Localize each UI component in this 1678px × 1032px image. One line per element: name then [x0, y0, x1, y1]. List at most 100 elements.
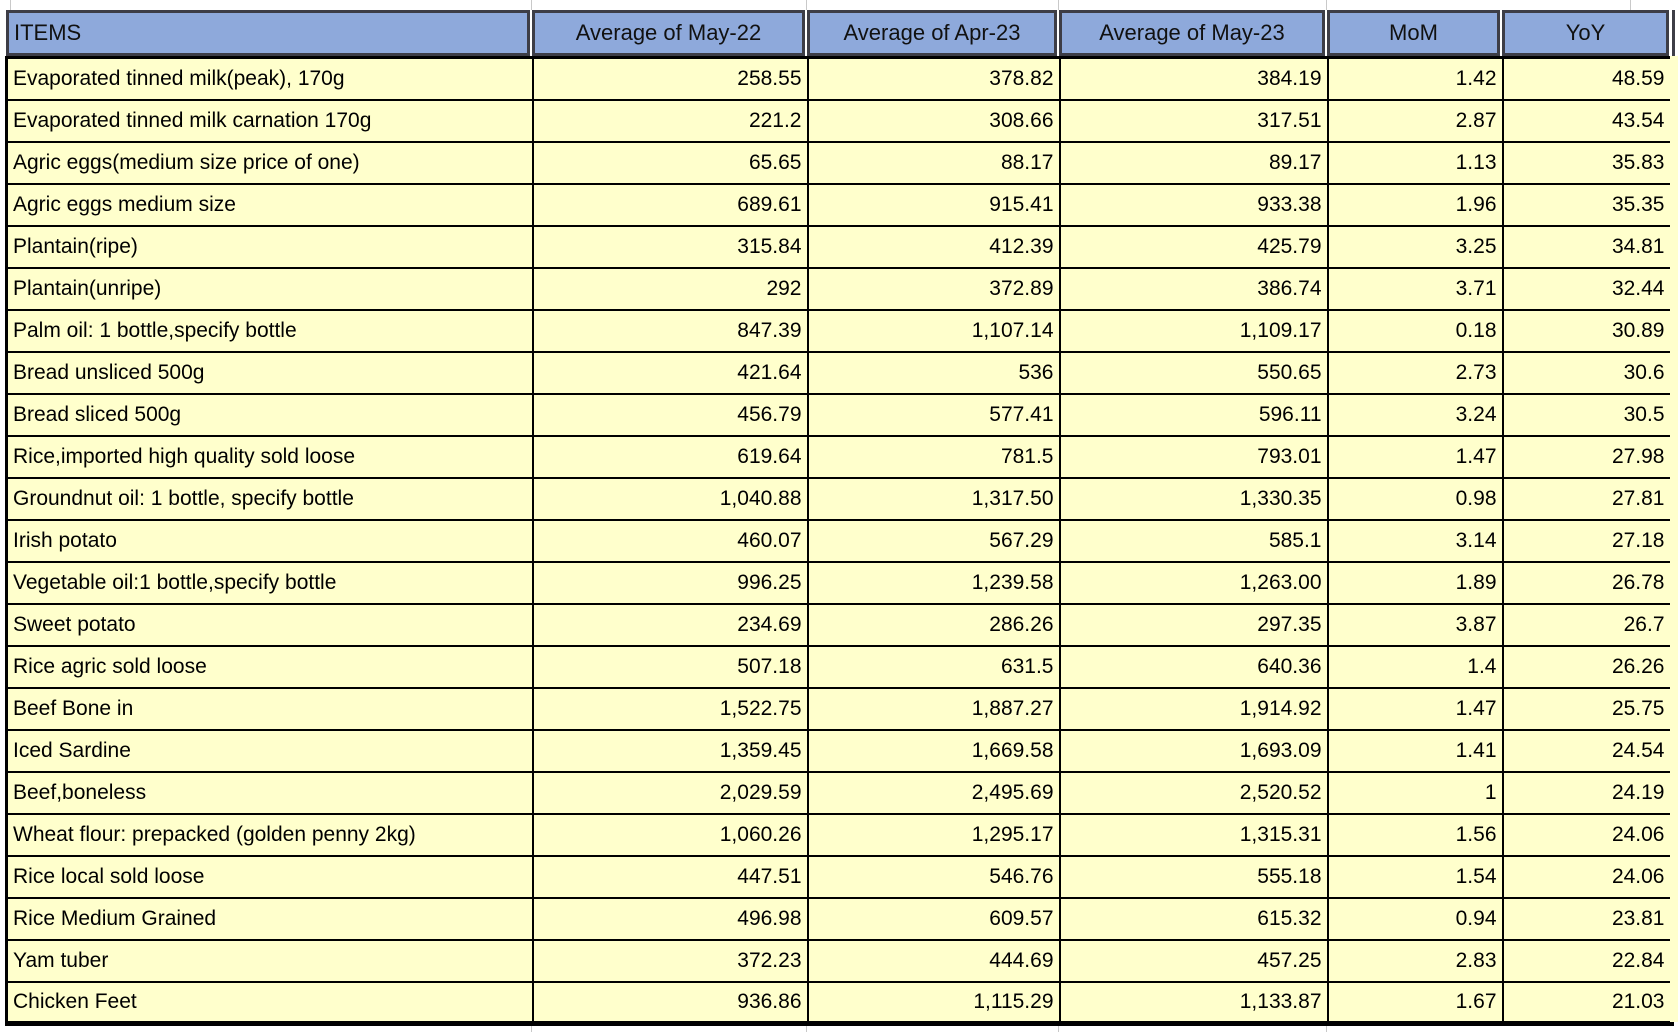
value-cell[interactable]: 915.41	[806, 182, 1061, 227]
value-cell[interactable]: 1.56	[1326, 812, 1504, 857]
value-cell[interactable]: 3.25	[1326, 224, 1504, 269]
value-cell[interactable]: 297.35	[1058, 602, 1329, 647]
value-cell[interactable]: 619.64	[531, 434, 809, 479]
item-cell[interactable]: Vegetable oil:1 bottle,specify bottle	[5, 560, 534, 605]
value-cell[interactable]: 689.61	[531, 182, 809, 227]
item-cell[interactable]: Yam tuber	[5, 938, 534, 983]
value-cell[interactable]: 2,029.59	[531, 770, 809, 815]
value-cell[interactable]: 933.38	[1058, 182, 1329, 227]
value-cell[interactable]: 421.64	[531, 350, 809, 395]
value-cell[interactable]: 1,522.75	[531, 686, 809, 731]
value-cell[interactable]: 89.17	[1058, 140, 1329, 185]
value-cell[interactable]: 1	[1326, 770, 1504, 815]
value-cell[interactable]: 1.47	[1326, 434, 1504, 479]
item-cell[interactable]: Groundnut oil: 1 bottle, specify bottle	[5, 476, 534, 521]
value-cell[interactable]: 1,914.92	[1058, 686, 1329, 731]
item-cell[interactable]: Beef Bone in	[5, 686, 534, 731]
item-cell[interactable]: Rice agric sold loose	[5, 644, 534, 689]
value-cell[interactable]: 1.13	[1326, 140, 1504, 185]
value-cell[interactable]: 0.94	[1326, 896, 1504, 941]
value-cell[interactable]: 25.75	[1501, 686, 1674, 731]
value-cell[interactable]: 26.78	[1501, 560, 1674, 605]
value-cell[interactable]: 2.83	[1326, 938, 1504, 983]
value-cell[interactable]: 1,887.27	[806, 686, 1061, 731]
value-cell[interactable]: 292	[531, 266, 809, 311]
item-cell[interactable]: Rice,imported high quality sold loose	[5, 434, 534, 479]
value-cell[interactable]: 1,330.35	[1058, 476, 1329, 521]
item-cell[interactable]: Iced Sardine	[5, 728, 534, 773]
value-cell[interactable]: 2,495.69	[806, 770, 1061, 815]
value-cell[interactable]: 21.03	[1501, 980, 1674, 1026]
value-cell[interactable]: 425.79	[1058, 224, 1329, 269]
column-header-items[interactable]: ITEMS	[6, 10, 530, 56]
value-cell[interactable]: 317.51	[1058, 98, 1329, 143]
value-cell[interactable]: 1.54	[1326, 854, 1504, 899]
value-cell[interactable]: 24.19	[1501, 770, 1674, 815]
value-cell[interactable]: 444.69	[806, 938, 1061, 983]
item-cell[interactable]: Irish potato	[5, 518, 534, 563]
item-cell[interactable]: Bread unsliced 500g	[5, 350, 534, 395]
value-cell[interactable]: 384.19	[1058, 56, 1329, 101]
value-cell[interactable]: 3.14	[1326, 518, 1504, 563]
value-cell[interactable]: 234.69	[531, 602, 809, 647]
value-cell[interactable]: 23.81	[1501, 896, 1674, 941]
item-cell[interactable]: Evaporated tinned milk carnation 170g	[5, 98, 534, 143]
value-cell[interactable]: 456.79	[531, 392, 809, 437]
value-cell[interactable]: 585.1	[1058, 518, 1329, 563]
value-cell[interactable]: 378.82	[806, 56, 1061, 101]
item-cell[interactable]: Wheat flour: prepacked (golden penny 2kg…	[5, 812, 534, 857]
value-cell[interactable]: 27.18	[1501, 518, 1674, 563]
value-cell[interactable]: 1,133.87	[1058, 980, 1329, 1026]
value-cell[interactable]: 847.39	[531, 308, 809, 353]
value-cell[interactable]: 781.5	[806, 434, 1061, 479]
value-cell[interactable]: 315.84	[531, 224, 809, 269]
item-cell[interactable]: Beef,boneless	[5, 770, 534, 815]
value-cell[interactable]: 1,693.09	[1058, 728, 1329, 773]
value-cell[interactable]: 457.25	[1058, 938, 1329, 983]
value-cell[interactable]: 35.35	[1501, 182, 1674, 227]
value-cell[interactable]: 3.87	[1326, 602, 1504, 647]
value-cell[interactable]: 32.44	[1501, 266, 1674, 311]
value-cell[interactable]: 27.81	[1501, 476, 1674, 521]
value-cell[interactable]: 1.47	[1326, 686, 1504, 731]
value-cell[interactable]: 1,669.58	[806, 728, 1061, 773]
value-cell[interactable]: 27.98	[1501, 434, 1674, 479]
value-cell[interactable]: 258.55	[531, 56, 809, 101]
value-cell[interactable]: 1.4	[1326, 644, 1504, 689]
value-cell[interactable]: 35.83	[1501, 140, 1674, 185]
value-cell[interactable]: 1.67	[1326, 980, 1504, 1026]
value-cell[interactable]: 1,317.50	[806, 476, 1061, 521]
value-cell[interactable]: 48.59	[1501, 56, 1674, 101]
value-cell[interactable]: 460.07	[531, 518, 809, 563]
value-cell[interactable]: 24.54	[1501, 728, 1674, 773]
value-cell[interactable]: 24.06	[1501, 854, 1674, 899]
value-cell[interactable]: 286.26	[806, 602, 1061, 647]
value-cell[interactable]: 550.65	[1058, 350, 1329, 395]
value-cell[interactable]: 3.71	[1326, 266, 1504, 311]
value-cell[interactable]: 1,060.26	[531, 812, 809, 857]
value-cell[interactable]: 1,107.14	[806, 308, 1061, 353]
value-cell[interactable]: 1.96	[1326, 182, 1504, 227]
value-cell[interactable]: 1,315.31	[1058, 812, 1329, 857]
value-cell[interactable]: 30.5	[1501, 392, 1674, 437]
item-cell[interactable]: Agric eggs medium size	[5, 182, 534, 227]
value-cell[interactable]: 26.7	[1501, 602, 1674, 647]
value-cell[interactable]: 1.42	[1326, 56, 1504, 101]
value-cell[interactable]: 507.18	[531, 644, 809, 689]
value-cell[interactable]: 496.98	[531, 896, 809, 941]
value-cell[interactable]: 43.54	[1501, 98, 1674, 143]
column-header-avg-apr23[interactable]: Average of Apr-23	[807, 10, 1057, 56]
value-cell[interactable]: 372.89	[806, 266, 1061, 311]
value-cell[interactable]: 640.36	[1058, 644, 1329, 689]
item-cell[interactable]: Palm oil: 1 bottle,specify bottle	[5, 308, 534, 353]
value-cell[interactable]: 1,359.45	[531, 728, 809, 773]
value-cell[interactable]: 1,040.88	[531, 476, 809, 521]
value-cell[interactable]: 1,295.17	[806, 812, 1061, 857]
value-cell[interactable]: 30.89	[1501, 308, 1674, 353]
value-cell[interactable]: 615.32	[1058, 896, 1329, 941]
item-cell[interactable]: Rice Medium Grained	[5, 896, 534, 941]
item-cell[interactable]: Bread sliced 500g	[5, 392, 534, 437]
value-cell[interactable]: 936.86	[531, 980, 809, 1026]
value-cell[interactable]: 1.41	[1326, 728, 1504, 773]
column-header-avg-may23[interactable]: Average of May-23	[1059, 10, 1325, 56]
